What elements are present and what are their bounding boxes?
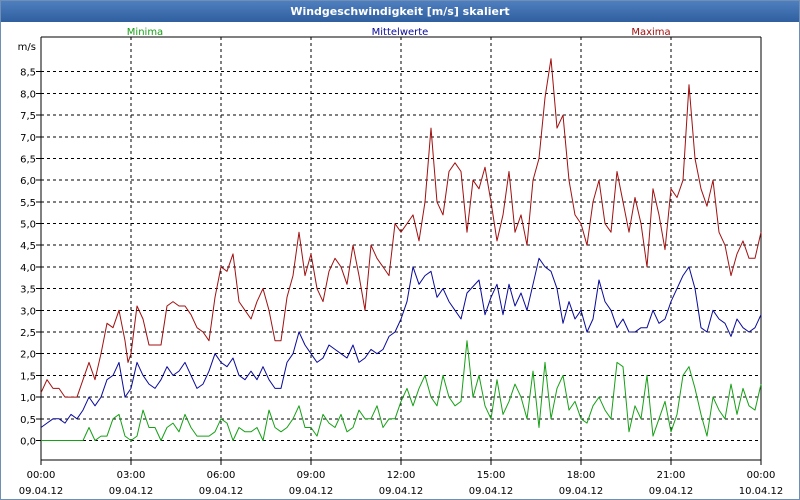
y-tick-label: 7,0	[20, 133, 36, 144]
y-tick-label: 6,5	[20, 154, 36, 165]
x-tick-date-label: 09.04.12	[559, 486, 604, 497]
y-tick-label: 0,5	[20, 415, 36, 426]
x-tick-time-label: 18:00	[567, 470, 596, 481]
x-tick-date-label: 09.04.12	[379, 486, 424, 497]
x-tick-time-label: 12:00	[387, 470, 416, 481]
y-tick-label: 1,0	[20, 393, 36, 404]
x-tick-date-label: 09.04.12	[649, 486, 694, 497]
series-line-mittelwerte	[40, 257, 762, 428]
x-tick-time-label: 09:00	[297, 470, 326, 481]
legend-maxima: Maxima	[631, 27, 670, 38]
grid	[41, 37, 761, 460]
y-tick-label: 8,0	[20, 89, 36, 100]
x-tick-time-label: 00:00	[747, 470, 776, 481]
y-tick-label: 4,5	[20, 241, 36, 252]
y-tick-label: 7,5	[20, 111, 36, 122]
series-line-minima	[41, 340, 762, 441]
y-tick-label: 2,5	[20, 328, 36, 339]
tick-labels: 0,0 0,5 1,0 1,5 2,0 2,5 3,0 3,5 4,0 4,5 5,0 5,5 6,0 6…	[18, 42, 784, 497]
x-tick-date-label: 10.04.12	[739, 486, 784, 497]
legend-mittelwerte: Mittelwerte	[372, 27, 429, 38]
y-tick-label: 3,0	[20, 306, 36, 317]
y-tick-label: 4,0	[20, 263, 36, 274]
x-tick-time-label: 06:00	[207, 470, 236, 481]
y-tick-label: 5,0	[20, 220, 36, 231]
y-tick-label: 3,5	[20, 285, 36, 296]
y-tick-label: 6,0	[20, 176, 36, 187]
x-tick-time-label: 15:00	[477, 470, 506, 481]
legend: Minima Mittelwerte Maxima	[127, 27, 671, 38]
x-tick-time-label: 03:00	[117, 470, 146, 481]
x-tick-date-label: 09.04.12	[289, 486, 334, 497]
series	[40, 58, 762, 441]
y-tick-label: 5,5	[20, 198, 36, 209]
axes	[36, 36, 762, 465]
y-tick-label: 1,5	[20, 371, 36, 382]
x-tick-date-label: 09.04.12	[469, 486, 514, 497]
y-tick-label: 0,0	[20, 436, 36, 447]
x-tick-date-label: 09.04.12	[109, 486, 154, 497]
legend-minima: Minima	[127, 27, 163, 38]
x-tick-time-label: 21:00	[657, 470, 686, 481]
x-tick-time-label: 00:00	[27, 470, 56, 481]
x-tick-date-label: 09.04.12	[19, 486, 64, 497]
series-line-maxima	[40, 58, 762, 398]
y-tick-label: 8,5	[20, 68, 36, 79]
chart-title: Windgeschwindigkeit [m/s] skaliert	[1, 1, 799, 22]
y-tick-label: 2,0	[20, 350, 36, 361]
y-axis-unit-label: m/s	[18, 42, 36, 53]
x-tick-date-label: 09.04.12	[199, 486, 244, 497]
